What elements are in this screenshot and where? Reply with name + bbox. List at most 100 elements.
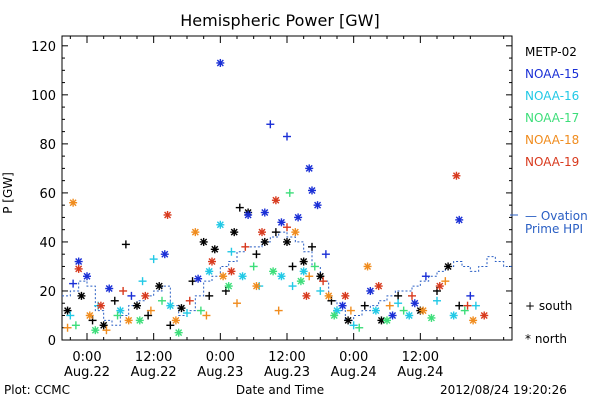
data-point-south — [235, 203, 244, 212]
data-point-south — [283, 132, 291, 141]
data-point-south — [149, 255, 158, 264]
data-point-north — [449, 311, 458, 320]
data-point-north — [435, 282, 444, 291]
data-point-south — [285, 188, 294, 197]
data-point-north — [283, 237, 291, 246]
data-point-south — [319, 277, 328, 286]
x-tick-date: Aug.22 — [131, 365, 177, 380]
data-point-south — [385, 301, 394, 310]
data-point-south — [460, 306, 469, 315]
x-tick-time: 12:00 — [268, 350, 305, 365]
data-point-north — [160, 250, 169, 259]
x-tick-time: 0:00 — [206, 350, 235, 365]
data-point-south — [63, 323, 72, 332]
data-point-south — [463, 301, 472, 310]
data-point-north — [299, 267, 308, 276]
y-tick-label: 0 — [48, 334, 56, 349]
data-point-south — [205, 291, 214, 300]
data-point-north — [305, 164, 314, 173]
data-point-north — [452, 171, 461, 180]
data-point-north — [85, 311, 94, 320]
data-point-south — [455, 301, 464, 310]
data-point-south — [441, 277, 450, 286]
legend: METP-02 NOAA-15 NOAA-16 NOAA-17 NOAA-18 NOAA-… — [525, 45, 579, 169]
data-point-north — [224, 282, 233, 291]
legend-north: * north — [525, 332, 567, 346]
x-tick-time: 0:00 — [339, 350, 368, 365]
data-point-south — [138, 277, 147, 286]
x-tick-time: 0:00 — [72, 350, 101, 365]
data-point-north — [260, 208, 269, 217]
data-point-north — [216, 58, 225, 67]
data-point-south — [146, 306, 155, 315]
data-point-north — [133, 301, 141, 310]
data-point-north — [324, 291, 333, 300]
data-point-south — [283, 223, 291, 232]
data-point-south — [308, 242, 316, 251]
x-tick-time: 12:00 — [402, 350, 439, 365]
data-point-north — [271, 196, 280, 205]
x-axis: 0:00Aug.2212:00Aug.220:00Aug.2312:00Aug.… — [64, 36, 505, 380]
data-point-north — [91, 326, 100, 335]
y-tick-label: 100 — [31, 89, 56, 104]
data-point-north — [216, 220, 225, 229]
data-point-south — [144, 311, 153, 320]
data-point-north — [374, 282, 383, 291]
data-point-south — [316, 286, 325, 295]
plot-source: Plot: CCMC — [4, 383, 70, 397]
data-point-north — [96, 301, 105, 310]
data-point-south — [421, 272, 430, 281]
data-point-south — [321, 250, 330, 259]
data-point-north — [344, 316, 353, 325]
ovation-hpi-line — [62, 231, 512, 326]
data-point-south — [466, 291, 475, 300]
data-point-north — [299, 257, 308, 266]
data-point-north — [291, 228, 300, 237]
data-point-south — [71, 321, 80, 330]
data-point-south — [394, 299, 403, 308]
data-point-north — [63, 306, 72, 315]
data-point-north — [383, 316, 391, 325]
data-point-north — [205, 267, 214, 276]
y-tick-label: 60 — [39, 187, 56, 202]
data-point-south — [113, 311, 122, 320]
data-point-north — [191, 228, 200, 237]
data-point-south — [288, 282, 297, 291]
data-point-north — [99, 321, 108, 330]
data-point-north — [469, 316, 478, 325]
data-point-south — [121, 240, 130, 249]
data-point-north — [227, 267, 236, 276]
data-point-south — [266, 120, 275, 129]
data-point-south — [274, 306, 283, 315]
data-point-south — [346, 306, 355, 315]
data-point-north — [77, 291, 86, 300]
data-point-south — [102, 326, 111, 335]
data-point-north — [69, 198, 78, 207]
data-point-north — [388, 311, 397, 320]
data-point-north — [258, 228, 266, 237]
data-point-north — [171, 316, 180, 325]
data-point-south — [271, 228, 280, 237]
data-point-north — [277, 272, 286, 281]
data-point-north — [219, 272, 228, 281]
data-point-south — [349, 321, 358, 330]
data-point-north — [366, 286, 375, 295]
legend-series-label: NOAA-17 — [525, 111, 579, 125]
legend-ovation-line1: — Ovation — [525, 209, 588, 223]
data-point-south — [252, 250, 261, 259]
y-tick-label: 120 — [31, 40, 56, 55]
data-point-south — [310, 262, 319, 271]
y-tick-label: 20 — [39, 285, 56, 300]
data-point-south — [185, 296, 194, 305]
data-point-north — [244, 210, 253, 219]
legend-series-label: NOAA-15 — [525, 67, 579, 81]
data-point-north — [296, 277, 305, 286]
y-tick-label: 80 — [39, 138, 56, 153]
data-point-south — [288, 262, 297, 271]
data-point-north — [210, 245, 219, 254]
data-point-north — [294, 213, 303, 222]
x-tick-date: Aug.24 — [397, 365, 443, 380]
x-tick-date: Aug.22 — [64, 365, 110, 380]
data-point-south — [233, 299, 241, 308]
